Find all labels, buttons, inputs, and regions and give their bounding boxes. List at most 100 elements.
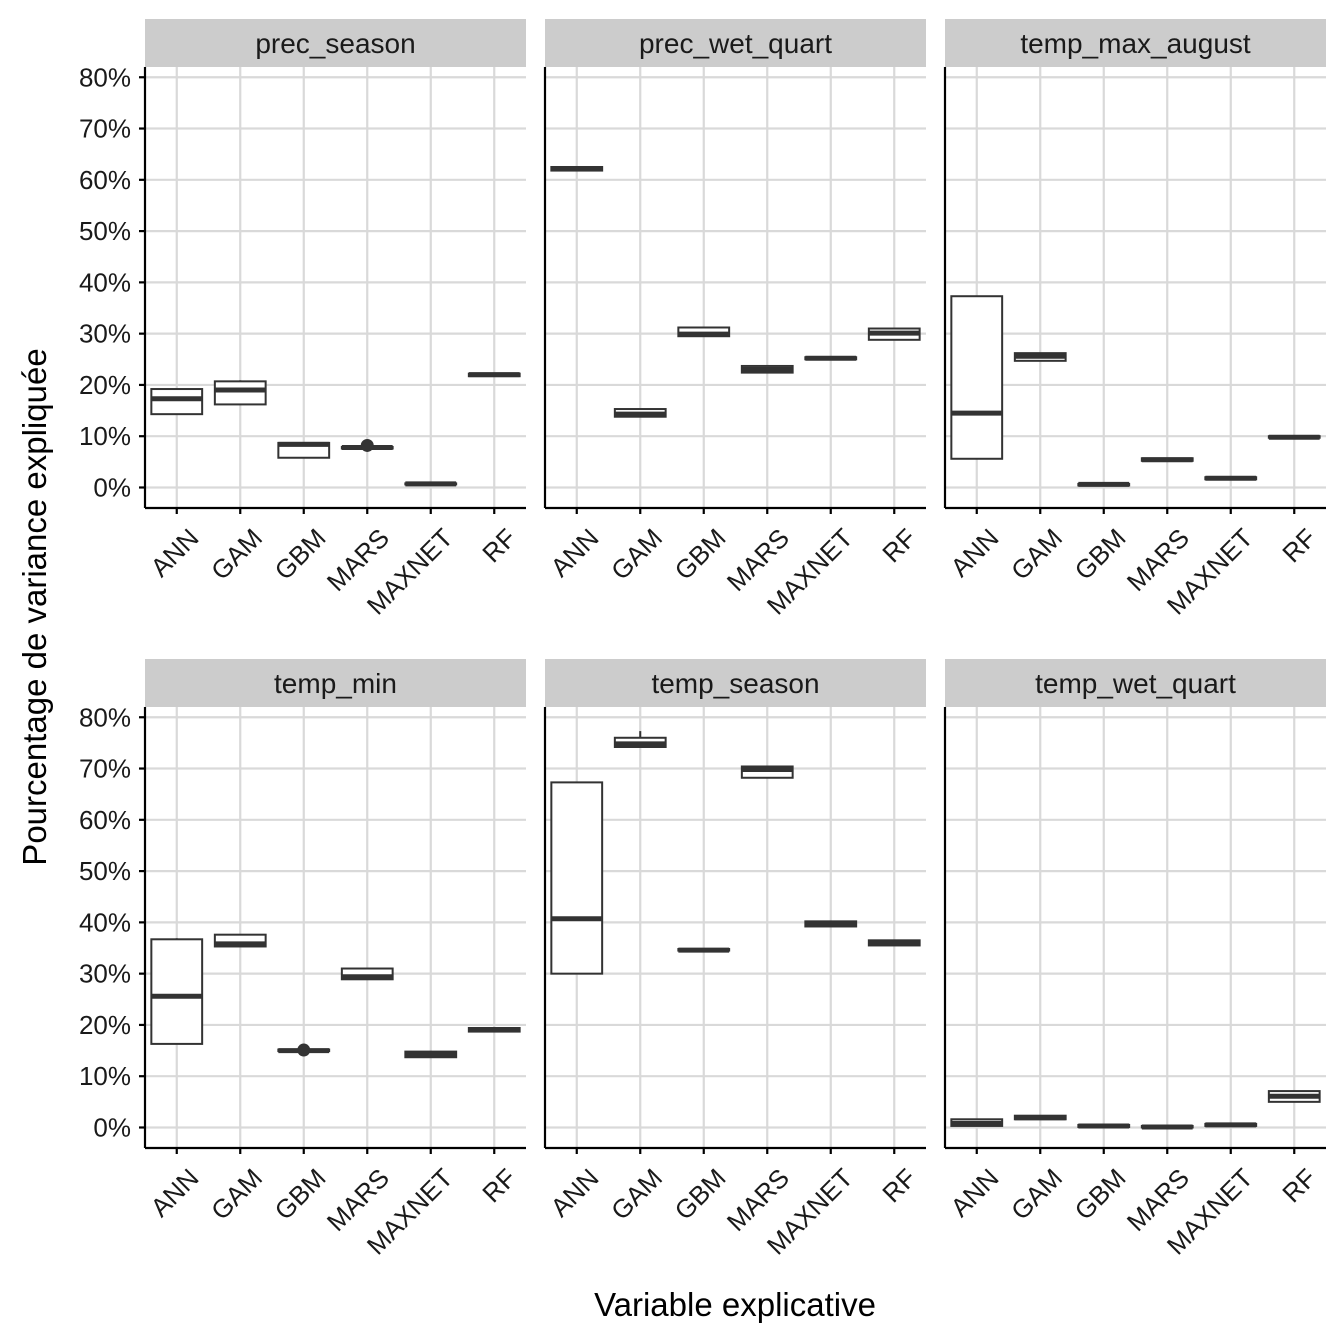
box-mars bbox=[1140, 1124, 1194, 1130]
facet-strip bbox=[145, 19, 526, 67]
box-maxnet bbox=[804, 920, 858, 928]
facet-strip bbox=[145, 659, 526, 707]
facet-strip bbox=[945, 659, 1326, 707]
x-tick-label: GAM bbox=[605, 1163, 668, 1226]
y-tick-label: 60% bbox=[79, 805, 131, 835]
box-body bbox=[213, 933, 267, 948]
panel-temp-min: temp_min 0% 10% 20% 30% 40% 50% 60% 70% 80% ANN GAM… bbox=[79, 659, 526, 1260]
y-tick-label: 20% bbox=[79, 370, 131, 400]
x-tick-label: ANN bbox=[145, 1163, 205, 1223]
y-axis-title: Pourcentage de variance expliquée bbox=[16, 348, 53, 865]
x-tick-label: GAM bbox=[1005, 523, 1068, 586]
y-tick-label: 80% bbox=[79, 702, 131, 732]
box-ann bbox=[150, 388, 204, 416]
x-tick-label: ANN bbox=[945, 523, 1005, 583]
box-gam bbox=[613, 408, 667, 418]
facet-strip-label: temp_min bbox=[274, 668, 397, 699]
facet-strip-label: temp_max_august bbox=[1020, 28, 1251, 59]
facet-strip-label: temp_season bbox=[651, 668, 819, 699]
box-maxnet bbox=[404, 481, 458, 487]
box-rf bbox=[867, 327, 921, 341]
x-tick-label: RF bbox=[476, 1163, 522, 1209]
x-tick-label: RF bbox=[876, 1163, 922, 1209]
box-body bbox=[213, 380, 267, 406]
box-body bbox=[340, 967, 394, 981]
x-tick-label: ANN bbox=[145, 523, 205, 583]
box-ann bbox=[150, 938, 204, 1045]
y-tick-label: 50% bbox=[79, 856, 131, 886]
y-tick-label: 40% bbox=[79, 907, 131, 937]
box-gbm bbox=[1077, 481, 1131, 487]
panel-prec-season: prec_season 0% 10% 20% 30% 40% 50% 60% 70% 80% ANN… bbox=[79, 19, 526, 620]
chart-panels: prec_season 0% 10% 20% 30% 40% 50% 60% 70% 80% ANN… bbox=[79, 19, 1326, 1260]
facet-strip-label: temp_wet_quart bbox=[1035, 668, 1236, 699]
y-tick-label: 80% bbox=[79, 62, 131, 92]
outlier-point bbox=[297, 1043, 311, 1057]
box-gam bbox=[213, 380, 267, 406]
box-rf bbox=[467, 1027, 521, 1033]
box-mars bbox=[740, 364, 794, 374]
facet-strip-label: prec_wet_quart bbox=[639, 28, 832, 59]
y-tick-label: 10% bbox=[79, 421, 131, 451]
box-ann bbox=[550, 781, 604, 975]
x-tick-label: ANN bbox=[545, 523, 605, 583]
y-tick-label: 40% bbox=[79, 267, 131, 297]
x-tick-label: GAM bbox=[605, 523, 668, 586]
box-gbm bbox=[677, 947, 731, 953]
box-body bbox=[950, 295, 1004, 460]
x-tick-label: ANN bbox=[545, 1163, 605, 1223]
y-tick-label: 30% bbox=[79, 319, 131, 349]
facet-strip-label: prec_season bbox=[255, 28, 415, 59]
box-ann bbox=[550, 165, 604, 172]
y-tick-label: 0% bbox=[93, 472, 131, 502]
y-tick-label: 20% bbox=[79, 1010, 131, 1040]
box-maxnet bbox=[1204, 475, 1258, 481]
box-gam bbox=[1013, 1114, 1067, 1121]
box-maxnet bbox=[804, 355, 858, 361]
box-ann bbox=[950, 1118, 1004, 1127]
y-tick-label: 70% bbox=[79, 754, 131, 784]
x-tick-label: GAM bbox=[205, 1163, 268, 1226]
y-tick-label: 50% bbox=[79, 216, 131, 246]
x-tick-label: GAM bbox=[205, 523, 268, 586]
box-body bbox=[150, 938, 204, 1045]
y-tick-label: 0% bbox=[93, 1112, 131, 1142]
x-tick-label: RF bbox=[476, 523, 522, 569]
box-gbm bbox=[1077, 1123, 1131, 1129]
x-tick-label: RF bbox=[1276, 1163, 1322, 1209]
x-tick-label: RF bbox=[1276, 523, 1322, 569]
facet-strip bbox=[545, 659, 926, 707]
box-body bbox=[740, 765, 794, 779]
y-tick-label: 10% bbox=[79, 1061, 131, 1091]
y-tick-label: 30% bbox=[79, 959, 131, 989]
box-gbm bbox=[677, 326, 731, 338]
y-tick-label: 60% bbox=[79, 165, 131, 195]
box-mars bbox=[340, 967, 394, 981]
box-rf bbox=[1267, 434, 1321, 440]
x-tick-label: ANN bbox=[945, 1163, 1005, 1223]
box-gbm bbox=[277, 1043, 331, 1057]
box-rf bbox=[1267, 1090, 1321, 1103]
box-gam bbox=[1013, 352, 1067, 362]
x-tick-label: GAM bbox=[1005, 1163, 1068, 1226]
facet-strip bbox=[545, 19, 926, 67]
x-axis-title: Variable explicative bbox=[594, 1286, 876, 1323]
box-body bbox=[150, 388, 204, 416]
box-gam bbox=[613, 731, 667, 748]
box-mars bbox=[1140, 457, 1194, 463]
x-tick-label: RF bbox=[876, 523, 922, 569]
box-body bbox=[550, 781, 604, 975]
box-mars bbox=[740, 765, 794, 779]
box-gam bbox=[213, 933, 267, 948]
box-maxnet bbox=[1204, 1122, 1258, 1128]
facet-strip bbox=[945, 19, 1326, 67]
y-tick-label: 70% bbox=[79, 114, 131, 144]
outlier-point bbox=[360, 438, 374, 452]
box-rf bbox=[867, 939, 921, 947]
box-maxnet bbox=[404, 1050, 458, 1059]
